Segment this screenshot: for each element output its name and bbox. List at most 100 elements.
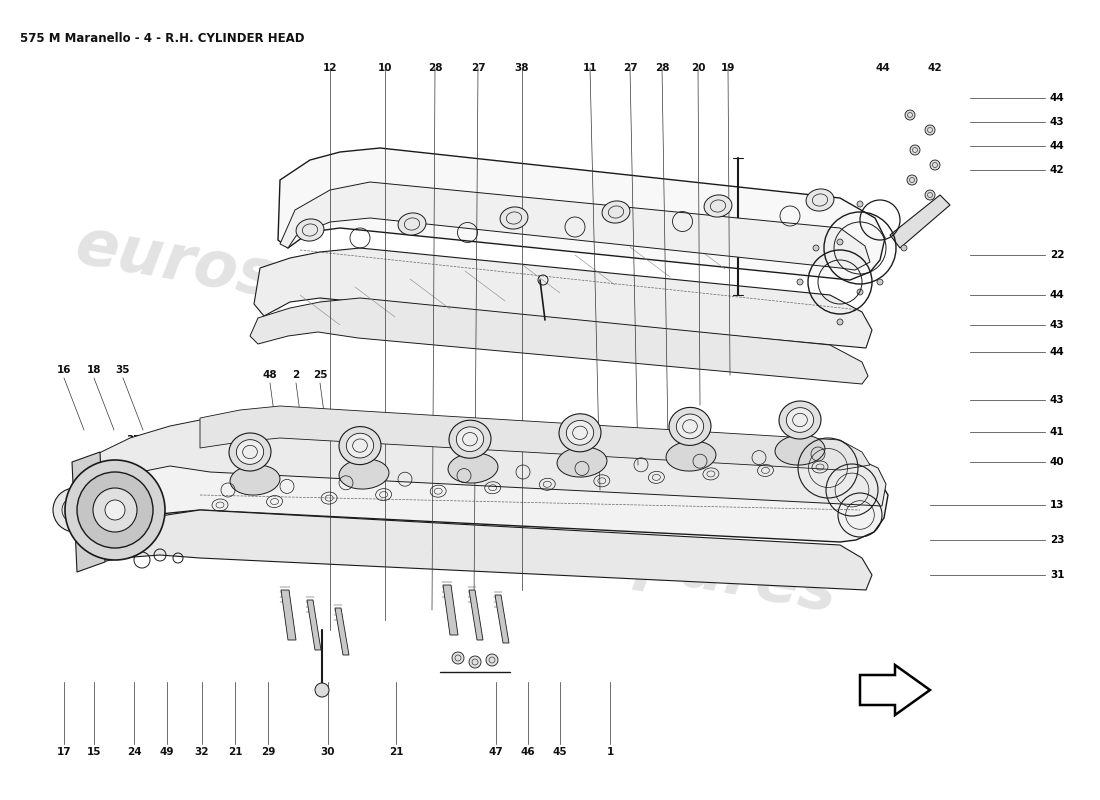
Text: 43: 43 [1050, 320, 1065, 330]
Text: 44: 44 [1050, 290, 1065, 300]
Text: 20: 20 [691, 63, 705, 73]
Text: eurospares: eurospares [433, 494, 843, 626]
Text: 40: 40 [1050, 457, 1065, 467]
Text: 44: 44 [1050, 93, 1065, 103]
Ellipse shape [296, 219, 323, 241]
Text: 15: 15 [87, 747, 101, 757]
Polygon shape [280, 182, 870, 270]
Text: 29: 29 [261, 747, 275, 757]
Circle shape [901, 245, 908, 251]
Text: 26: 26 [302, 435, 317, 445]
Circle shape [94, 488, 138, 532]
Text: 43: 43 [1050, 117, 1065, 127]
Circle shape [53, 488, 97, 532]
Text: 23: 23 [1050, 535, 1065, 545]
Text: 17: 17 [57, 747, 72, 757]
Circle shape [65, 460, 165, 560]
Text: 1: 1 [606, 747, 614, 757]
Text: 21: 21 [228, 747, 242, 757]
Text: eurospares: eurospares [70, 214, 480, 346]
Ellipse shape [566, 421, 594, 445]
Ellipse shape [500, 207, 528, 229]
Circle shape [877, 279, 883, 285]
Text: 12: 12 [322, 63, 338, 73]
Polygon shape [254, 248, 872, 348]
Polygon shape [860, 665, 930, 715]
Ellipse shape [779, 401, 821, 439]
Ellipse shape [669, 407, 711, 446]
Ellipse shape [559, 414, 601, 452]
Text: 21: 21 [388, 747, 404, 757]
Ellipse shape [704, 195, 732, 217]
Ellipse shape [449, 420, 491, 458]
Circle shape [104, 500, 125, 520]
Ellipse shape [557, 447, 607, 477]
Text: 47: 47 [488, 747, 504, 757]
Text: 16: 16 [57, 365, 72, 375]
Text: 45: 45 [552, 747, 568, 757]
Text: 2: 2 [293, 370, 299, 380]
Text: 11: 11 [583, 63, 597, 73]
Text: 44: 44 [876, 63, 891, 73]
Ellipse shape [236, 440, 264, 464]
Text: 39: 39 [438, 435, 452, 445]
Circle shape [469, 656, 481, 668]
Ellipse shape [456, 427, 484, 451]
Ellipse shape [346, 434, 374, 458]
Polygon shape [250, 298, 868, 384]
Text: 43: 43 [1050, 395, 1065, 405]
Circle shape [910, 145, 920, 155]
Polygon shape [307, 600, 321, 650]
Ellipse shape [786, 408, 814, 432]
Ellipse shape [448, 453, 498, 483]
Text: 48: 48 [263, 370, 277, 380]
Polygon shape [495, 595, 509, 643]
Ellipse shape [602, 201, 630, 223]
Polygon shape [336, 608, 349, 655]
Text: 41: 41 [1050, 427, 1065, 437]
Polygon shape [200, 406, 870, 470]
Ellipse shape [230, 465, 280, 495]
Polygon shape [78, 510, 872, 590]
Circle shape [857, 289, 864, 295]
Polygon shape [72, 452, 104, 572]
Circle shape [930, 160, 940, 170]
Polygon shape [469, 590, 483, 640]
Text: 22: 22 [1050, 250, 1065, 260]
Text: 10: 10 [377, 63, 393, 73]
Text: 44: 44 [1050, 347, 1065, 357]
Text: 27: 27 [623, 63, 637, 73]
Circle shape [452, 652, 464, 664]
Text: 42: 42 [927, 63, 943, 73]
Polygon shape [280, 590, 296, 640]
Polygon shape [278, 148, 886, 280]
Text: 14: 14 [270, 435, 284, 445]
Text: 30: 30 [321, 747, 336, 757]
Text: 35: 35 [116, 365, 130, 375]
Text: 19: 19 [720, 63, 735, 73]
Text: 34: 34 [199, 435, 213, 445]
Text: 36: 36 [160, 435, 174, 445]
Ellipse shape [806, 189, 834, 211]
Polygon shape [443, 585, 458, 635]
Text: 13: 13 [1050, 500, 1065, 510]
Circle shape [837, 239, 843, 245]
Text: 42: 42 [1050, 165, 1065, 175]
Circle shape [908, 175, 917, 185]
Text: 33: 33 [466, 435, 482, 445]
Ellipse shape [666, 441, 716, 471]
Text: 28: 28 [654, 63, 669, 73]
Text: 6: 6 [569, 435, 575, 445]
Circle shape [837, 319, 843, 325]
Text: 24: 24 [126, 747, 141, 757]
Text: 5: 5 [594, 435, 602, 445]
Text: 37: 37 [126, 435, 141, 445]
Circle shape [77, 472, 153, 548]
Circle shape [486, 654, 498, 666]
Ellipse shape [776, 435, 825, 465]
Text: 46: 46 [520, 747, 536, 757]
Circle shape [857, 201, 864, 207]
Text: 9: 9 [334, 435, 342, 445]
Text: 38: 38 [515, 63, 529, 73]
Text: 3: 3 [407, 435, 415, 445]
